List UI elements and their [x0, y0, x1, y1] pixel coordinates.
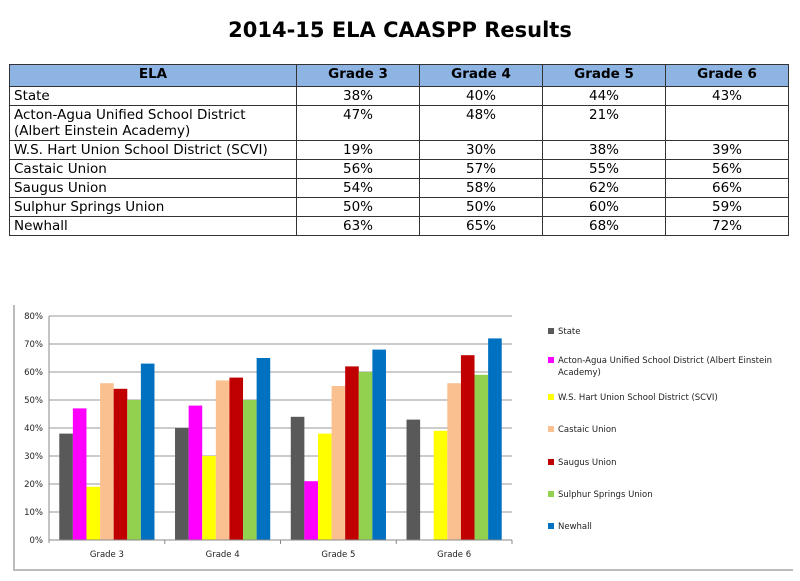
- district-name: State: [9, 86, 297, 106]
- score-cell: 56%: [296, 159, 420, 179]
- y-tick-label: 60%: [24, 368, 43, 378]
- column-header: Grade 3: [296, 64, 420, 87]
- district-name: Acton-Agua Unified School District (Albe…: [9, 105, 297, 141]
- bar: [127, 400, 141, 540]
- y-tick-label: 0%: [30, 536, 44, 546]
- district-name: Newhall: [9, 216, 297, 236]
- y-tick-label: 40%: [24, 424, 43, 434]
- score-cell: 21%: [542, 105, 666, 141]
- bar: [215, 380, 230, 540]
- bar: [113, 388, 128, 540]
- bar: [488, 338, 502, 540]
- score-cell: 47%: [296, 105, 420, 141]
- bar: [202, 456, 216, 540]
- bar: [290, 416, 305, 540]
- legend-label: State: [558, 327, 581, 337]
- page-title: 2014-15 ELA CAASPP Results: [228, 18, 572, 42]
- y-tick-label: 80%: [24, 312, 43, 322]
- legend-item: Acton-Agua Unified School District (Albe…: [548, 355, 788, 379]
- bar: [304, 481, 318, 540]
- legend-item: State: [548, 326, 788, 338]
- bar: [188, 405, 203, 540]
- y-tick-label: 50%: [24, 396, 43, 406]
- legend-swatch: [548, 394, 554, 400]
- table-row: Newhall 63% 65% 68% 72%: [9, 216, 789, 236]
- table-row: Castaic Union 56% 57% 55% 56%: [9, 159, 789, 179]
- bar: [243, 400, 257, 540]
- bar: [86, 486, 101, 540]
- bar: [256, 358, 271, 540]
- bar: [140, 363, 155, 540]
- legend-swatch: [548, 523, 554, 529]
- bar: [447, 383, 461, 540]
- score-cell: 55%: [542, 159, 666, 179]
- bar: [229, 377, 244, 540]
- table-row: W.S. Hart Union School District (SCVI) 19…: [9, 140, 789, 160]
- legend-label: Newhall: [558, 522, 592, 532]
- legend-item: Castaic Union: [548, 424, 788, 436]
- legend-label: Saugus Union: [558, 458, 617, 468]
- legend-swatch: [548, 357, 554, 363]
- bar: [72, 408, 87, 540]
- legend-swatch: [548, 491, 554, 497]
- bar: [358, 372, 373, 540]
- results-table: ELA Grade 3 Grade 4 Grade 5 Grade 6 State 38%…: [9, 64, 789, 236]
- bar: [331, 386, 346, 540]
- legend-swatch: [548, 328, 554, 334]
- x-tick-label: Grade 4: [206, 550, 240, 560]
- bar: [317, 433, 332, 540]
- bar: [345, 366, 359, 540]
- bar: [100, 383, 114, 540]
- bar: [474, 374, 489, 540]
- y-tick-label: 10%: [24, 508, 43, 518]
- x-tick-label: Grade 5: [321, 550, 355, 560]
- score-cell: 72%: [665, 216, 789, 236]
- y-tick-label: 20%: [24, 480, 43, 490]
- y-tick-label: 30%: [24, 452, 43, 462]
- table-row: Acton-Agua Unified School District (Albe…: [9, 105, 789, 141]
- chart-frame: [13, 305, 793, 571]
- score-cell: 65%: [419, 216, 543, 236]
- table-row: Saugus Union 54% 58% 62% 66%: [9, 178, 789, 198]
- district-name: Sulphur Springs Union: [9, 197, 297, 217]
- bar: [372, 349, 386, 540]
- legend-label: W.S. Hart Union School District (SCVI): [558, 393, 718, 403]
- legend-item: Sulphur Springs Union: [548, 489, 788, 501]
- legend-label: Sulphur Springs Union: [558, 490, 653, 500]
- column-header: Grade 6: [665, 64, 789, 87]
- x-tick-label: Grade 3: [90, 550, 124, 560]
- legend-item: W.S. Hart Union School District (SCVI): [548, 392, 788, 404]
- legend-swatch: [548, 426, 554, 432]
- bar: [59, 433, 73, 540]
- bar: [406, 419, 421, 540]
- legend-label: Acton-Agua Unified School District (Albe…: [558, 356, 772, 378]
- district-name: Saugus Union: [9, 178, 297, 198]
- score-cell: [665, 105, 789, 141]
- legend-swatch: [548, 459, 554, 465]
- bar: [433, 430, 448, 540]
- legend-label: Castaic Union: [558, 425, 617, 435]
- bar: [460, 355, 475, 540]
- legend-item: Saugus Union: [548, 457, 788, 469]
- y-tick-label: 70%: [24, 340, 43, 350]
- x-tick-label: Grade 6: [437, 550, 471, 560]
- legend-item: Newhall: [548, 521, 788, 533]
- bar: [175, 428, 189, 540]
